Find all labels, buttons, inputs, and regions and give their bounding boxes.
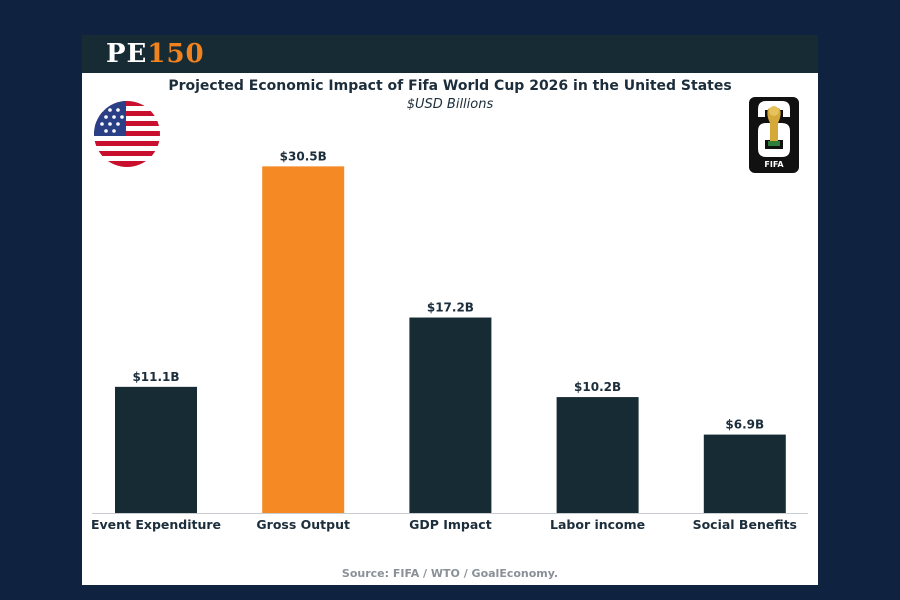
bar-chart: $11.1B Event Expenditure $30.5B Gross Outpu… xyxy=(91,149,808,532)
bar-4 xyxy=(556,397,639,513)
bar-2 xyxy=(262,166,345,513)
data-label-3: $17.2B xyxy=(427,301,474,315)
brand-logo: PE150 xyxy=(106,38,205,70)
wc-logo-text: FIFA xyxy=(764,160,784,169)
category-label-2: Gross Output xyxy=(256,517,350,532)
bar-1 xyxy=(115,386,197,513)
bar-3 xyxy=(409,317,492,513)
chart-subtitle: $USD Billions xyxy=(406,97,494,112)
data-label-1: $11.1B xyxy=(132,370,179,384)
category-label-1: Event Expenditure xyxy=(91,517,221,532)
brand-logo-part1: PE xyxy=(106,39,148,69)
source-note: Source: FIFA / WTO / GoalEconomy. xyxy=(341,567,559,580)
chart-card: PE150 Projected Economic Impact of Fifa … xyxy=(82,35,818,585)
brand-banner: PE150 xyxy=(82,35,818,73)
world-cup-2026-logo-icon: FIFA xyxy=(749,97,799,173)
category-label-5: Social Benefits xyxy=(693,517,797,532)
us-flag-icon xyxy=(94,101,160,167)
chart-title: Projected Economic Impact of Fifa World … xyxy=(168,78,732,94)
bar-5 xyxy=(703,434,786,513)
data-label-2: $30.5B xyxy=(280,149,327,163)
data-label-5: $6.9B xyxy=(725,418,764,432)
category-label-4: Labor income xyxy=(550,517,645,532)
brand-logo-part2: 150 xyxy=(147,39,205,69)
data-label-4: $10.2B xyxy=(574,380,621,394)
category-label-3: GDP Impact xyxy=(409,517,492,532)
